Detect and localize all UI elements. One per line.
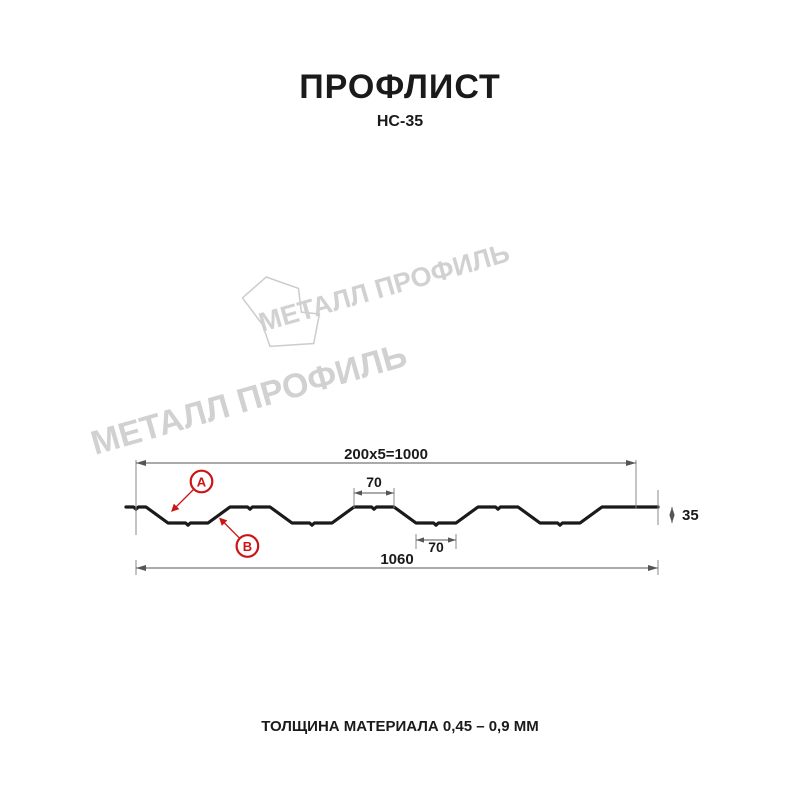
svg-text:A: A xyxy=(197,475,207,490)
svg-text:70: 70 xyxy=(366,474,382,490)
svg-text:МЕТАЛЛ ПРОФИЛЬ: МЕТАЛЛ ПРОФИЛЬ xyxy=(87,336,411,463)
svg-text:B: B xyxy=(243,539,252,554)
svg-text:200x5=1000: 200x5=1000 xyxy=(344,446,428,463)
svg-text:35: 35 xyxy=(682,507,699,524)
svg-text:70: 70 xyxy=(428,539,444,555)
svg-text:1060: 1060 xyxy=(380,551,413,568)
